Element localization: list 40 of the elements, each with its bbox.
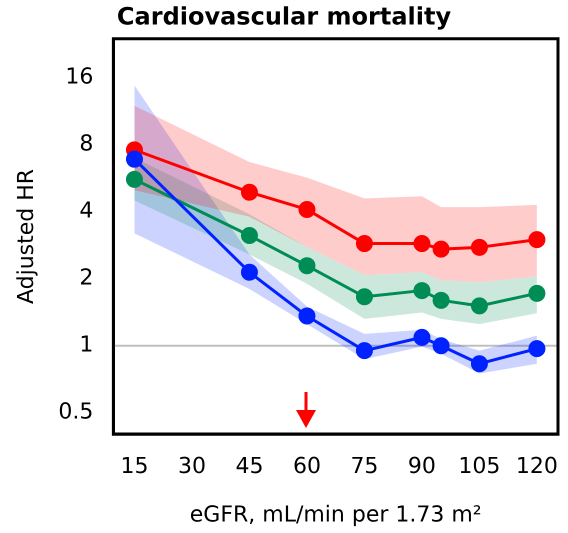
point [413, 235, 430, 252]
point [470, 238, 488, 256]
point [126, 170, 143, 188]
chart-title: Cardiovascular mortality [116, 2, 452, 31]
point [432, 337, 450, 354]
x-tick-label: 120 [516, 454, 558, 480]
x-tick-label: 60 [292, 454, 321, 480]
point [240, 227, 258, 244]
x-tick-label: 90 [408, 454, 436, 480]
y-tick-label: 4 [79, 198, 94, 224]
point [432, 240, 450, 258]
point [356, 235, 373, 252]
point [126, 150, 143, 168]
x-axis-title: eGFR, mL/min per 1.73 m² [190, 502, 482, 528]
point [470, 355, 488, 372]
point [528, 231, 546, 248]
point [298, 200, 316, 218]
y-axis-title: Adjusted HR [14, 168, 39, 304]
point [528, 284, 546, 302]
point [298, 257, 316, 274]
point [240, 184, 258, 201]
y-tick-label: 0.5 [58, 399, 94, 424]
point [413, 282, 430, 300]
x-tick-label: 45 [235, 454, 264, 480]
point [298, 308, 316, 325]
point [528, 340, 546, 358]
x-tick-label: 15 [120, 454, 148, 480]
x-tick-label: 30 [178, 454, 206, 480]
point [432, 292, 450, 309]
x-tick-label: 105 [458, 454, 500, 480]
y-tick-label: 2 [79, 265, 94, 290]
point [356, 288, 373, 306]
point [356, 342, 373, 360]
point [240, 264, 258, 281]
point [413, 328, 430, 346]
x-tick-label: 75 [350, 454, 378, 480]
y-tick-label: 16 [65, 64, 94, 90]
y-tick-label: 8 [79, 132, 94, 157]
y-tick-label: 1 [79, 332, 94, 358]
point [470, 297, 488, 314]
